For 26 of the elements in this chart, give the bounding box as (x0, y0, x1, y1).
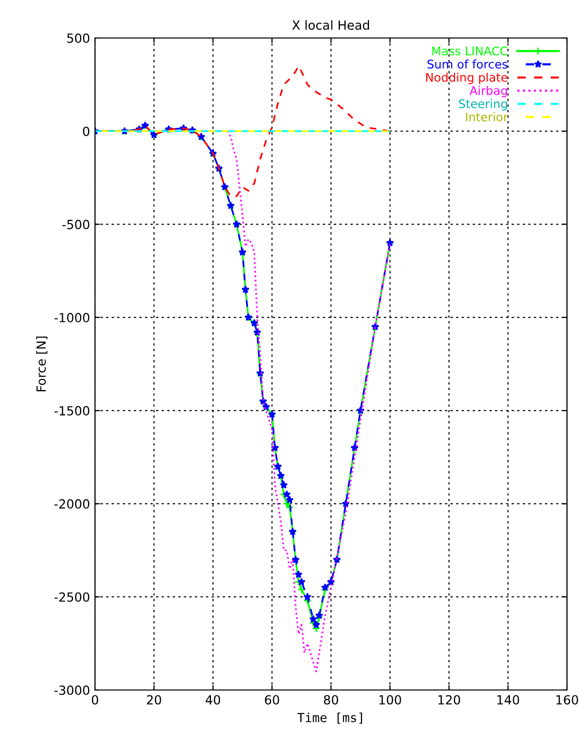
y-tick-label: -2500 (54, 592, 90, 602)
x-tick-label: 100 (379, 695, 402, 705)
y-tick-label: -2000 (54, 499, 90, 509)
chart-title: X local Head (292, 20, 370, 30)
legend-label: Sum of forces (428, 59, 508, 69)
legend-label: Interior (466, 112, 508, 122)
legend-label: Steering (458, 99, 507, 110)
x-axis-title: Time [ms] (297, 712, 362, 724)
y-tick-label: -1500 (54, 406, 90, 416)
x-tick-label: 0 (92, 695, 98, 705)
x-tick-label: 20 (146, 695, 162, 705)
y-tick-label: -500 (62, 220, 90, 230)
y-tick-label: 0 (83, 126, 90, 136)
legend-label: Airbag (470, 86, 507, 98)
x-tick-label: 120 (438, 695, 460, 705)
legend-label: Mass LINACC (432, 46, 508, 56)
x-tick-label: 160 (556, 695, 578, 705)
y-axis-title: Force [N] (36, 336, 48, 392)
legend-label: Nodding plate (426, 72, 508, 84)
x-tick-label: 60 (264, 695, 280, 705)
y-tick-label: -3000 (54, 685, 90, 695)
y-tick-label: -1000 (54, 312, 90, 322)
x-tick-label: 140 (497, 695, 520, 705)
y-tick-label: 500 (67, 33, 90, 43)
x-tick-label: 40 (206, 695, 220, 705)
x-tick-label: 80 (324, 695, 338, 705)
